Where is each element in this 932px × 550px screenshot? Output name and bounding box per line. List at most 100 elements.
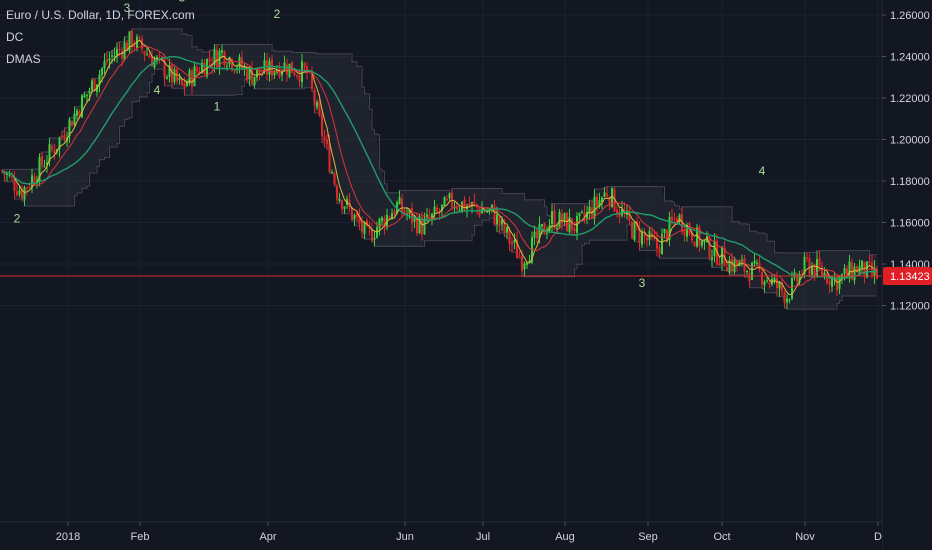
candle-up <box>568 216 571 233</box>
candle-down <box>121 50 123 59</box>
candle-up <box>193 66 196 86</box>
candle-down <box>151 56 153 67</box>
candle-down <box>393 211 396 215</box>
candle-down <box>826 274 828 283</box>
candle-up <box>853 266 856 281</box>
candle-up <box>523 263 526 270</box>
candle-down <box>476 204 478 208</box>
candle-up <box>331 172 333 174</box>
candle-up <box>686 224 688 237</box>
candle-up <box>581 211 583 213</box>
candle-up <box>408 209 411 214</box>
candle-up <box>551 211 553 225</box>
time-tick-label: Apr <box>259 531 276 543</box>
candle-up <box>6 173 8 175</box>
candle-down <box>131 30 133 48</box>
candle-down <box>638 227 641 243</box>
candle-up <box>448 193 451 199</box>
time-tick-label: 2018 <box>56 531 80 543</box>
candle-down <box>743 257 746 272</box>
candle-up <box>46 162 48 165</box>
candle-down <box>693 241 696 247</box>
candle-down <box>783 291 786 303</box>
candle-down <box>596 196 598 206</box>
candle-down <box>643 233 646 237</box>
candle-down <box>298 75 301 82</box>
candle-up <box>253 76 256 86</box>
candle-down <box>503 220 506 233</box>
candle-up <box>146 54 148 56</box>
candle-up <box>586 211 588 219</box>
candle-down <box>53 149 56 154</box>
candle-down <box>683 230 686 236</box>
candle-up <box>823 272 826 277</box>
candle-up <box>763 281 766 286</box>
candle-down <box>456 207 458 209</box>
candle-down <box>41 155 43 166</box>
indicator-dc-label[interactable]: DC <box>6 30 24 44</box>
candle-down <box>646 237 648 241</box>
candle-down <box>473 201 476 204</box>
time-axis[interactable]: 2018 Feb Apr Jun Jul Aug Sep Oct Nov D <box>0 521 882 550</box>
candle-up <box>588 206 591 214</box>
price-tick-label: 1.24000 <box>890 52 930 64</box>
wave-label: 3 <box>124 1 131 15</box>
candle-up <box>696 226 698 247</box>
candle-up <box>178 77 181 81</box>
wave-label: 4 <box>154 83 161 97</box>
moving-averages <box>1 39 878 296</box>
indicator-dmas-label[interactable]: DMAS <box>6 52 41 66</box>
candle-up <box>558 211 561 229</box>
candle-down <box>341 200 343 209</box>
candle-up <box>406 213 408 215</box>
time-axis-background <box>0 522 882 550</box>
candle-up <box>786 298 788 303</box>
candle-up <box>186 83 188 87</box>
candle-down <box>223 51 226 66</box>
candle-down <box>293 72 296 76</box>
candle-up <box>528 260 531 264</box>
candle-up <box>578 212 581 217</box>
candle-down <box>318 100 321 115</box>
price-tick-label: 1.20000 <box>890 135 930 147</box>
candle-up <box>556 228 558 230</box>
candle-up <box>113 55 116 58</box>
candle-down <box>656 238 658 249</box>
candle-down <box>328 143 331 173</box>
price-axis[interactable]: 1.120001.140001.160001.180001.200001.220… <box>881 0 932 550</box>
last-price-tag <box>883 266 932 285</box>
candle-down <box>351 207 353 220</box>
candle-up <box>711 257 713 260</box>
candle-down <box>286 64 288 75</box>
candle-down <box>618 211 621 217</box>
candle-down <box>306 66 308 73</box>
candle-up <box>753 260 756 264</box>
candle-down <box>261 73 263 75</box>
time-tick-label: Sep <box>638 531 658 543</box>
candle-up <box>73 113 76 125</box>
candle-up <box>831 276 833 287</box>
candle-down <box>388 216 391 219</box>
candle-down <box>736 260 738 266</box>
candle-up <box>83 95 86 98</box>
ma-slow-line <box>1 55 878 280</box>
channel-lower-band <box>2 68 877 310</box>
candle-down <box>666 230 668 241</box>
candle-down <box>291 61 293 73</box>
wave-label: 2 <box>274 7 281 21</box>
candle-down <box>366 220 368 227</box>
candle-up <box>353 214 356 220</box>
candle-up <box>398 197 401 205</box>
candle-up <box>663 228 666 234</box>
candle-up <box>108 58 111 61</box>
time-tick-label: Aug <box>555 531 575 543</box>
wave-labels: 2 3 5 4 1 2 3 4 <box>14 0 766 290</box>
candle-up <box>443 197 446 207</box>
candle-down <box>498 216 501 226</box>
price-tick-label: 1.16000 <box>890 218 930 230</box>
candle-up <box>173 69 176 82</box>
candle-down <box>61 135 63 137</box>
symbol-title[interactable]: Euro / U.S. Dollar, 1D, FOREX.com <box>6 8 195 22</box>
candle-down <box>126 42 128 51</box>
